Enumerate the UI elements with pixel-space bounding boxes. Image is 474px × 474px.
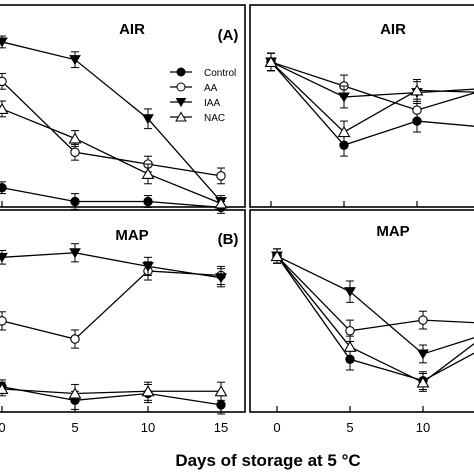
panel-1-series-nac-point-2	[410, 84, 424, 96]
panel-0-series-iaa-point-1	[69, 55, 81, 66]
x-tick-label-0: 0	[0, 420, 6, 435]
panel-3-series-nac-point-2	[416, 376, 430, 388]
panel-0-series-aa-point-1	[70, 147, 80, 158]
legend-item-control: Control	[170, 67, 236, 79]
x-tick-label-10: 10	[141, 420, 155, 435]
panel-2-series-iaa-point-0	[0, 252, 8, 263]
panel-3-series-iaa-point-2	[417, 349, 429, 360]
panel-2-series-aa-point-1	[70, 334, 80, 344]
legend: Control AA IAA NAC	[170, 67, 236, 124]
panel-1-series-aa-point-2	[412, 105, 422, 115]
panel-b-title: MAP	[115, 227, 148, 244]
legend-item-nac: NAC	[170, 111, 225, 124]
panel-3-series-iaa-line	[276, 255, 474, 355]
legend-label-aa: AA	[204, 83, 218, 94]
panel-0-series-control-line	[1, 187, 222, 209]
panel-0-series-control-point-2	[143, 196, 153, 207]
panel-0-series-iaa-point-2	[142, 114, 154, 125]
panel-3-series-nac-point-1	[343, 340, 357, 352]
panel-0-series-nac-point-3	[214, 197, 228, 209]
panel-a-title: AIR	[119, 21, 145, 38]
panel-2-series-iaa-point-2	[142, 261, 154, 272]
chart-marks	[0, 35, 474, 415]
panel-0-series-nac-point-0	[0, 102, 9, 114]
panel-0-series-control-point-1	[70, 196, 80, 207]
panel-2-series-nac-point-2	[141, 385, 155, 397]
panel-0-series-nac-point-1	[68, 132, 82, 144]
panel-1-series-nac-line	[270, 61, 474, 133]
legend-marker-open-circle	[176, 82, 186, 92]
x-tick-label-right-5: 5	[346, 420, 353, 435]
panel-0-series-aa-point-0	[0, 76, 7, 87]
panel-1-series-control-line	[270, 61, 474, 146]
legend-marker-open-triangle-up	[175, 111, 187, 122]
panel-2-series-aa-point-0	[0, 316, 7, 326]
panel-2-series-control-point-3	[216, 400, 226, 410]
x-tick-label-right-10: 10	[416, 420, 430, 435]
legend-label-control: Control	[204, 68, 236, 79]
panel-3-series-nac-point-0	[270, 249, 284, 262]
panel-1-series-aa-line	[270, 61, 474, 111]
panel-1-series-nac-point-1	[337, 125, 351, 138]
x-axis-label: Days of storage at 5 °C	[175, 451, 360, 470]
legend-marker-filled-triangle-down	[175, 98, 187, 107]
legend-item-aa: AA	[170, 82, 218, 94]
panel-a-right-title: AIR	[380, 21, 406, 38]
legend-marker-filled-circle	[176, 67, 186, 77]
panel-b-right-title: MAP	[376, 223, 409, 240]
panel-1-series-iaa-line	[270, 61, 474, 98]
panel-2-series-control-line	[1, 386, 222, 406]
panel-3-series-control-line	[276, 255, 474, 382]
panel-a-label: (A)	[218, 27, 239, 44]
panel-2-series-iaa-line	[1, 252, 222, 279]
legend-label-nac: NAC	[204, 113, 225, 124]
panel-2-series-nac-point-0	[0, 382, 9, 395]
panel-b-frame	[0, 209, 246, 413]
panel-2-series-iaa-point-3	[215, 273, 227, 284]
panel-2-series-nac-line	[1, 388, 221, 395]
panel-3-series-nac-line	[276, 255, 474, 384]
panel-a-right-frame	[249, 4, 474, 208]
panel-a-frame	[0, 4, 246, 208]
panel-b-label: (B)	[218, 231, 239, 248]
panel-0-series-aa-point-3	[216, 171, 226, 181]
panel-0-series-aa-line	[1, 80, 222, 177]
panel-2-series-nac-point-1	[68, 387, 82, 399]
panel-2-series-nac-point-3	[214, 385, 228, 397]
panel-3-series-iaa-point-1	[344, 287, 356, 298]
panel-1-series-iaa-point-1	[338, 92, 350, 103]
panel-3-series-aa-point-2	[418, 315, 428, 325]
x-tick-label-5: 5	[71, 420, 78, 435]
panel-3-series-aa-point-1	[345, 326, 355, 336]
panel-b-right-frame	[249, 209, 474, 413]
legend-label-iaa: IAA	[204, 98, 220, 109]
panel-2-series-aa-line	[1, 270, 222, 340]
panel-0-series-nac-line	[1, 108, 222, 205]
panel-0-series-control-point-0	[0, 183, 7, 193]
panel-1-series-nac-point-0	[264, 55, 278, 67]
panel-0-series-nac-point-2	[141, 167, 155, 179]
x-tick-label-15: 15	[214, 420, 228, 435]
panel-2-series-iaa-point-1	[69, 248, 81, 259]
x-tick-label-right-0: 0	[273, 420, 280, 435]
panel-0-series-iaa-line	[1, 41, 222, 202]
panel-0-series-iaa-point-0	[0, 37, 8, 48]
panel-3-series-aa-line	[276, 255, 474, 332]
legend-item-iaa: IAA	[170, 98, 220, 109]
